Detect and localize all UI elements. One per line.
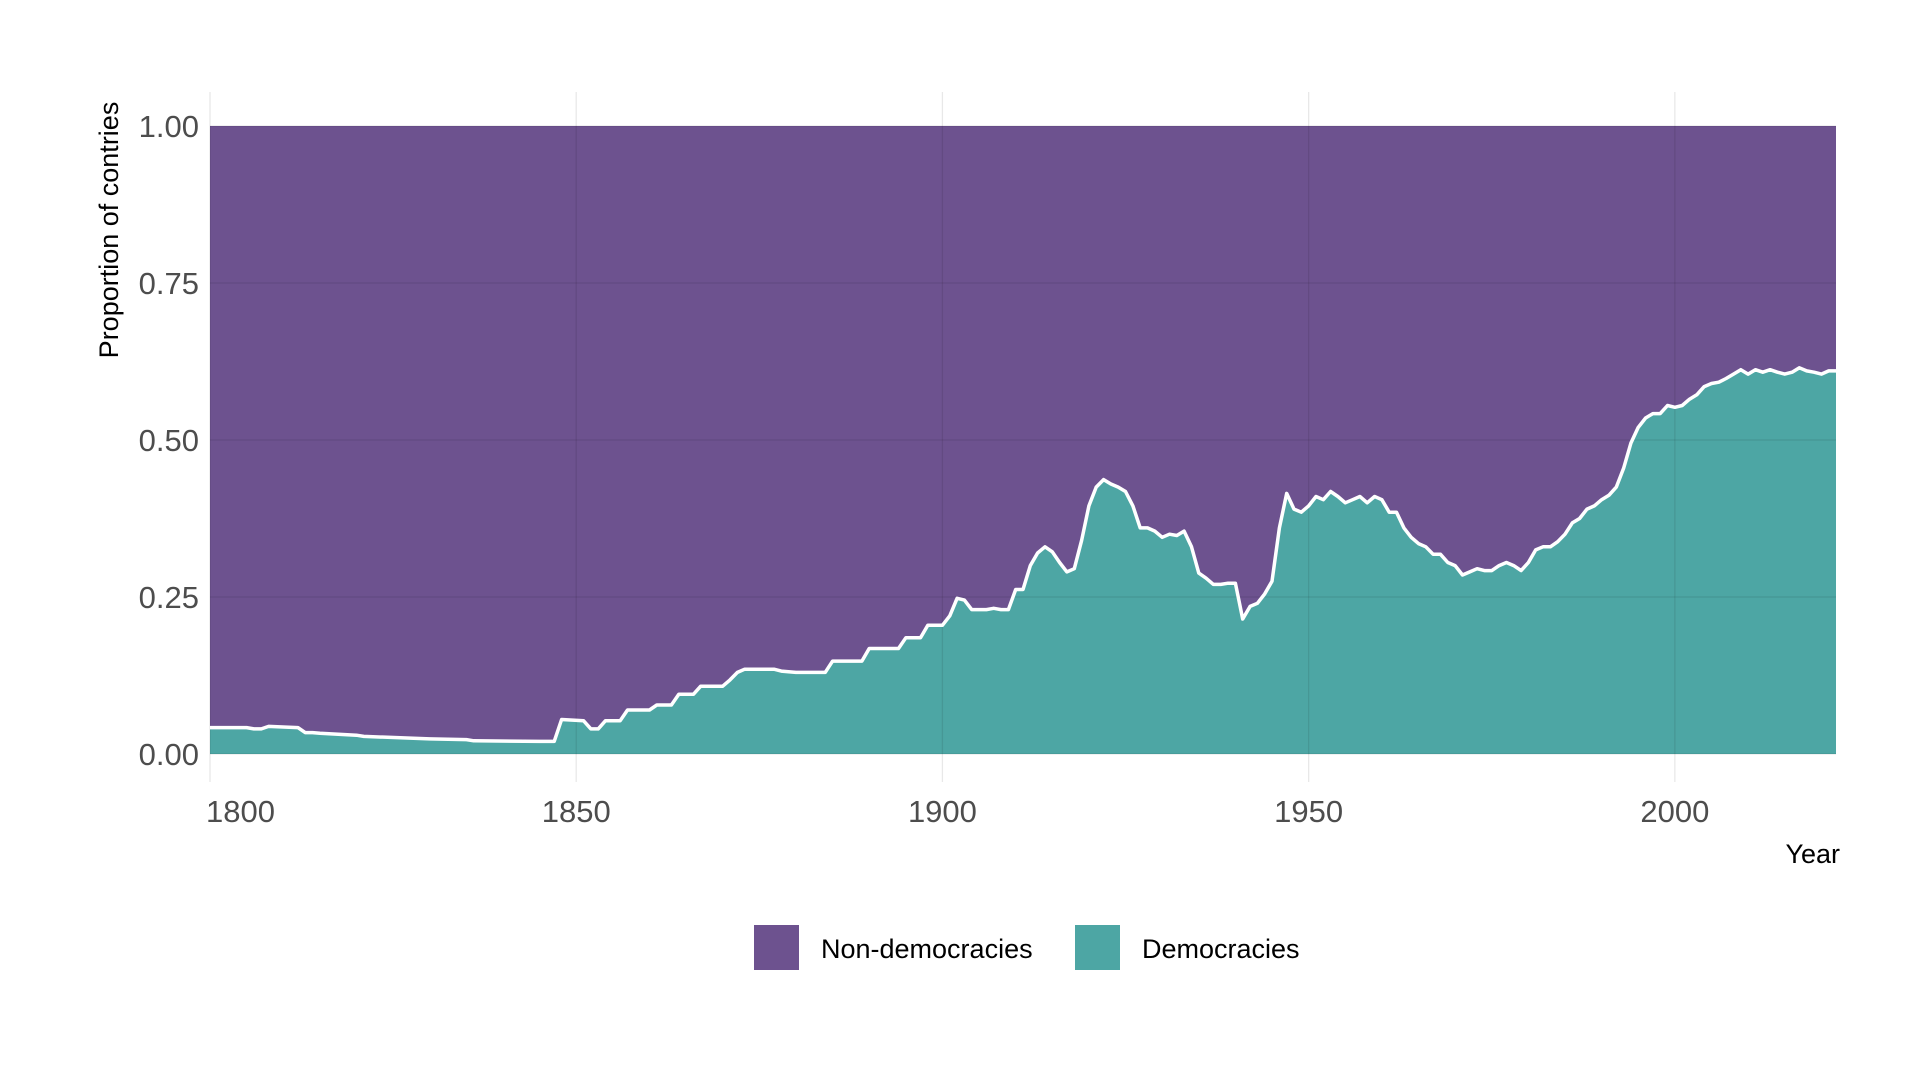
y-tick-label: 0.75 <box>139 266 199 301</box>
x-axis-ticks: 1800 1850 1900 1950 2000 <box>206 794 1709 829</box>
y-axis-ticks: 0.00 0.25 0.50 0.75 1.00 <box>139 109 199 772</box>
legend-swatch-democracies <box>1075 925 1120 970</box>
plot-area <box>209 92 1836 782</box>
legend-swatch-non-democracies <box>754 925 799 970</box>
x-tick-label: 1850 <box>542 794 611 829</box>
y-axis-title: Proportion of contries <box>94 102 124 359</box>
y-tick-label: 1.00 <box>139 109 199 144</box>
legend-label-democracies: Democracies <box>1142 934 1300 964</box>
area-democracies <box>210 367 1836 754</box>
y-tick-label: 0.00 <box>139 737 199 772</box>
x-tick-label: 1800 <box>206 794 275 829</box>
grid-lines <box>209 92 1836 782</box>
x-tick-label: 2000 <box>1640 794 1709 829</box>
x-tick-label: 1950 <box>1274 794 1343 829</box>
x-tick-label: 1900 <box>908 794 977 829</box>
y-tick-label: 0.25 <box>139 580 199 615</box>
y-tick-label: 0.50 <box>139 423 199 458</box>
x-axis-title: Year <box>1785 839 1840 869</box>
legend-label-non-democracies: Non-democracies <box>821 934 1033 964</box>
series-boundary-line <box>210 366 1836 744</box>
area-non-democracies <box>210 126 1836 742</box>
legend: Non-democracies Democracies <box>754 925 1300 970</box>
